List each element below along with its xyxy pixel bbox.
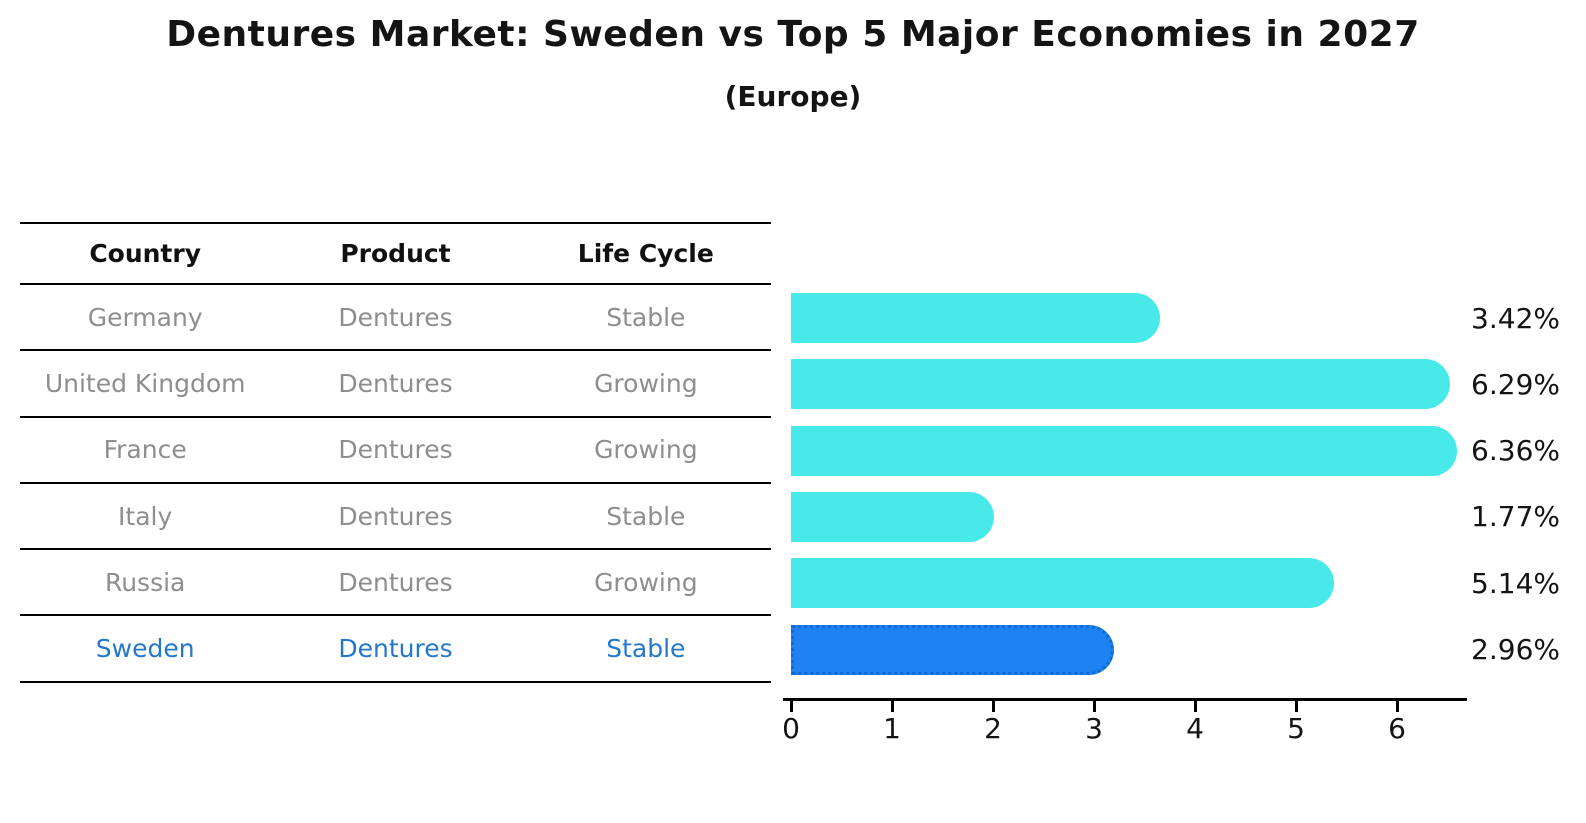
country-cell: Russia (104, 567, 186, 597)
table-row: Russia Dentures Growing (20, 550, 771, 617)
bar-sweden-highlighted (791, 624, 1114, 675)
x-axis-tick (1294, 701, 1298, 712)
value-label: 6.29% (1471, 367, 1560, 401)
column-header-country: Country (89, 239, 202, 268)
x-axis-tick-label: 5 (1287, 712, 1305, 745)
x-axis-tick-label: 0 (782, 712, 800, 745)
x-axis-tick-label: 4 (1186, 712, 1204, 745)
chart-subtitle: (Europe) (724, 80, 862, 113)
bar-row-sweden (791, 624, 1114, 675)
table-row: Germany Dentures Stable (20, 285, 771, 352)
value-label: 5.14% (1471, 566, 1560, 600)
life-cycle-cell: Stable (606, 302, 686, 332)
life-cycle-cell: Growing (594, 567, 698, 597)
life-cycle-cell: Growing (594, 368, 698, 398)
bar-italy (791, 491, 994, 542)
column-header-life-cycle: Life Cycle (577, 239, 714, 268)
bar-row-france (791, 425, 1458, 476)
table-row: France Dentures Growing (20, 418, 771, 484)
x-axis-tick-label: 3 (1085, 712, 1103, 745)
bar-russia (791, 558, 1335, 609)
product-cell: Dentures (338, 501, 453, 531)
x-axis-line (783, 698, 1467, 701)
value-label: 2.96% (1471, 633, 1560, 666)
x-axis-tick-label: 1 (883, 712, 901, 745)
x-axis-tick-label: 2 (984, 712, 1002, 745)
product-cell: Dentures (338, 634, 453, 664)
bar-united-kingdom (791, 359, 1451, 410)
table-row: Italy Dentures Stable (20, 484, 771, 551)
product-cell: Dentures (338, 435, 453, 465)
x-axis-tick (1092, 701, 1096, 712)
x-axis-tick (1395, 701, 1399, 712)
life-cycle-cell: Stable (606, 501, 686, 531)
chart-title: Dentures Market: Sweden vs Top 5 Major E… (166, 14, 1420, 55)
bar-row-italy (791, 491, 994, 542)
life-cycle-cell: Stable (606, 634, 686, 664)
country-cell: Italy (118, 501, 173, 531)
table-row: United Kingdom Dentures Growing (20, 351, 771, 418)
country-cell: France (103, 435, 187, 465)
bar-row-russia (791, 558, 1335, 609)
value-label: 1.77% (1471, 500, 1560, 534)
bar-france (791, 425, 1458, 476)
product-cell: Dentures (338, 567, 453, 597)
value-label: 3.42% (1471, 301, 1560, 335)
product-cell: Dentures (338, 368, 453, 398)
value-label: 6.36% (1471, 434, 1560, 468)
country-cell: Germany (87, 302, 203, 332)
country-cell: Sweden (95, 634, 195, 664)
x-axis-tick (991, 701, 995, 712)
bar-germany (791, 293, 1161, 343)
table-header-row: Country Product Life Cycle (20, 222, 771, 285)
bar-row-united-kingdom (791, 359, 1451, 410)
x-axis-tick (890, 701, 894, 712)
table-row-highlighted: Sweden Dentures Stable (20, 616, 771, 683)
x-axis-tick-label: 6 (1388, 712, 1406, 745)
product-cell: Dentures (338, 302, 453, 332)
x-axis-tick (789, 701, 793, 712)
column-header-product: Product (340, 239, 451, 268)
country-table: Country Product Life Cycle Germany Dentu… (20, 222, 771, 683)
bar-row-germany (791, 293, 1161, 343)
x-axis-tick (1193, 701, 1197, 712)
life-cycle-cell: Growing (594, 435, 698, 465)
country-cell: United Kingdom (44, 368, 246, 398)
